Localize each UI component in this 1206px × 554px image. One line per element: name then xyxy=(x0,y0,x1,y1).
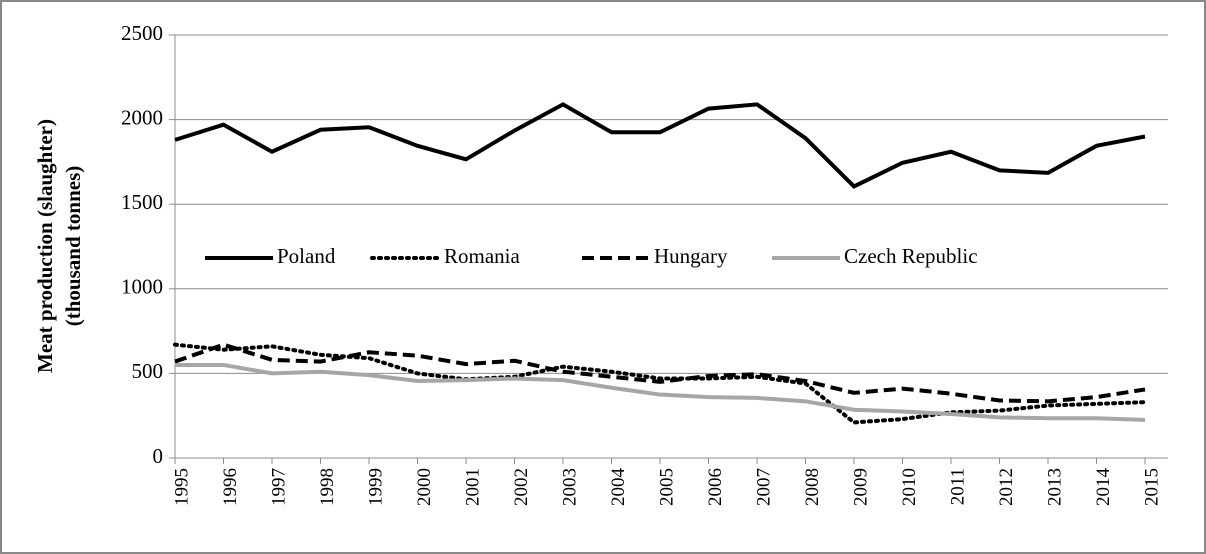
x-tick-label: 2011 xyxy=(947,468,968,505)
x-tick-label: 1998 xyxy=(317,468,338,506)
y-tick-label: 1000 xyxy=(121,275,163,299)
line-series xyxy=(174,102,1146,189)
x-tick-label: 2008 xyxy=(802,468,823,506)
x-tick-label: 2010 xyxy=(899,468,920,506)
line-series xyxy=(173,342,1147,425)
y-axis-label: Meat production (slaughter) xyxy=(33,119,57,373)
y-tick-label: 2000 xyxy=(121,105,163,129)
legend-label: Hungary xyxy=(654,244,728,268)
line-series xyxy=(174,342,1146,404)
x-tick-label: 1996 xyxy=(220,468,241,506)
y-tick-label: 1500 xyxy=(121,190,163,214)
x-tick-label: 2003 xyxy=(559,468,580,506)
x-tick-label: 2001 xyxy=(462,468,483,506)
line-series xyxy=(175,362,1146,422)
legend-label: Czech Republic xyxy=(844,244,978,268)
y-tick-label: 0 xyxy=(153,444,164,468)
legend-label: Poland xyxy=(277,244,336,268)
x-tick-label: 2006 xyxy=(705,468,726,506)
legend-label: Romania xyxy=(444,244,520,268)
x-tick-label: 2004 xyxy=(608,468,629,507)
x-tick-label: 2000 xyxy=(414,468,435,506)
x-tick-label: 2002 xyxy=(511,468,532,506)
x-tick-label: 2009 xyxy=(850,468,871,506)
x-tick-label: 1997 xyxy=(268,468,289,506)
y-tick-label: 500 xyxy=(132,359,164,383)
x-tick-label: 2005 xyxy=(656,468,677,506)
y-axis-label: (thousand tonnes) xyxy=(61,166,85,326)
x-tick-label: 1995 xyxy=(171,468,192,506)
x-tick-label: 2015 xyxy=(1141,468,1162,506)
x-tick-label: 2007 xyxy=(753,468,774,506)
x-tick-label: 2014 xyxy=(1093,468,1114,507)
x-tick-label: 1999 xyxy=(365,468,386,506)
x-tick-label: 2013 xyxy=(1044,468,1065,506)
x-tick-label: 2012 xyxy=(996,468,1017,506)
y-tick-label: 2500 xyxy=(121,21,163,45)
